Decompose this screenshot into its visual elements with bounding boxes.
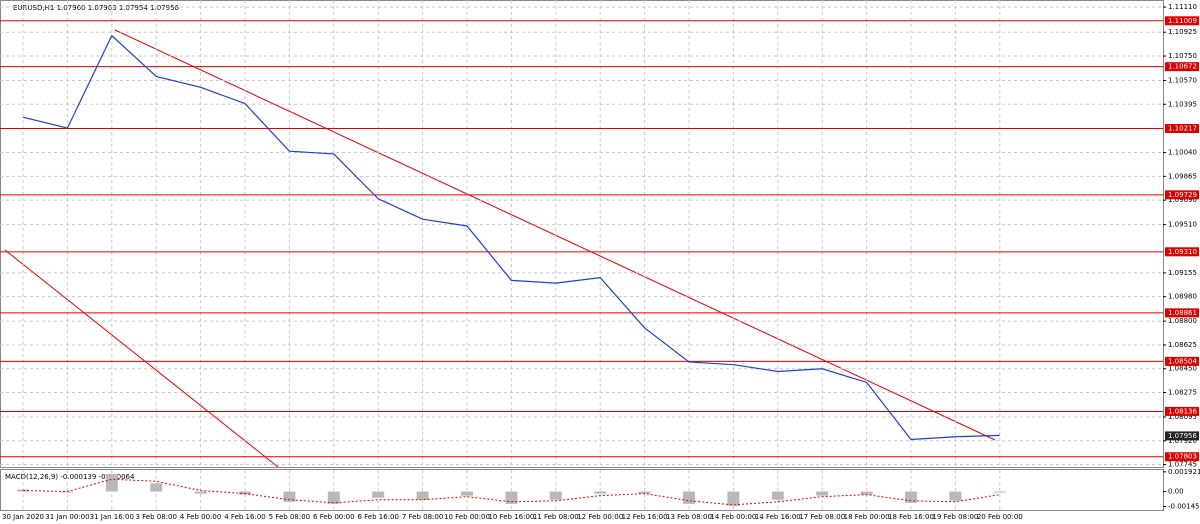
current-price-tag (1165, 431, 1199, 441)
level-label: 1.08504 (1168, 357, 1197, 365)
level-label: 1.09729 (1168, 191, 1197, 199)
macd-bar (549, 491, 562, 500)
level-label: 1.10672 (1168, 63, 1197, 71)
level-tag (1165, 247, 1199, 257)
x-tick-label: 10 Feb 16:00 (488, 513, 534, 521)
macd-bar (771, 491, 784, 500)
x-tick-label: 6 Feb 16:00 (357, 513, 398, 521)
level-tag (1165, 452, 1199, 462)
x-tick-label: 4 Feb 00:00 (180, 513, 221, 521)
chart-title: EURUSD,H1 1.07960 1.07963 1.07954 1.0795… (13, 4, 180, 12)
price-line (22, 34, 1000, 441)
y-tick-label: 1.09865 (1168, 172, 1197, 180)
macd-tick-label: 0.001921 (1168, 468, 1200, 476)
y-tick-label: 1.09510 (1168, 221, 1197, 229)
level-tag (1165, 406, 1199, 416)
y-tick-label: 1.11110 (1168, 3, 1197, 11)
x-tick-label: 4 Feb 16:00 (224, 513, 265, 521)
macd-bar (283, 491, 296, 502)
macd-bar (150, 483, 163, 492)
y-tick-label: 1.07745 (1168, 461, 1197, 469)
y-tick-label: 1.08980 (1168, 293, 1197, 301)
macd-bar (461, 491, 473, 496)
y-tick-label: 1.10040 (1168, 149, 1197, 157)
y-tick-label: 1.09155 (1168, 269, 1197, 277)
macd-tick-label: 0.00 (1168, 488, 1184, 496)
y-tick-label: 1.08450 (1168, 365, 1197, 373)
macd-bar (905, 491, 917, 503)
level-label: 1.08136 (1168, 407, 1197, 415)
y-tick-label: 1.07920 (1168, 437, 1197, 445)
macd-bar (505, 491, 518, 504)
macd-bar (194, 491, 207, 494)
level-tag (1165, 16, 1199, 26)
y-tick-label: 1.08095 (1168, 413, 1197, 421)
macd-bar (327, 491, 340, 504)
x-tick-label: 5 Feb 08:00 (269, 513, 310, 521)
macd-bar (683, 491, 695, 504)
x-tick-label: 31 Jan 16:00 (90, 513, 134, 521)
macd-bar (61, 491, 74, 493)
level-label: 1.10217 (1168, 124, 1197, 132)
macd-bar (727, 491, 740, 506)
macd-title: MACD(12,26,9) -0.000139 -0.000064 (5, 473, 135, 481)
x-tick-label: 13 Feb 08:00 (666, 513, 712, 521)
y-tick-label: 1.08275 (1168, 389, 1197, 397)
x-tick-label: 14 Feb 16:00 (755, 513, 801, 521)
macd-pane (0, 469, 1164, 511)
y-tick-label: 1.10750 (1168, 52, 1197, 60)
macd-bar (105, 474, 118, 492)
x-tick-label: 19 Feb 08:00 (932, 513, 978, 521)
x-tick-label: 10 Feb 00:00 (444, 513, 490, 521)
x-tick-label: 18 Feb 16:00 (888, 513, 934, 521)
y-tick-label: 1.10395 (1168, 100, 1197, 108)
level-label: 1.08861 (1168, 309, 1197, 317)
y-tick-label: 1.10925 (1168, 28, 1197, 36)
macd-signal (22, 478, 1000, 506)
macd-bar (239, 491, 251, 495)
price-pane (0, 0, 1164, 468)
x-tick-label: 18 Feb 00:00 (844, 513, 890, 521)
macd-tick-label: -0.001455 (1168, 502, 1200, 510)
current-price-label: 1.07956 (1168, 432, 1197, 440)
level-label: 1.11009 (1168, 17, 1197, 25)
level-tag (1165, 190, 1199, 200)
x-tick-label: 12 Feb 00:00 (577, 513, 623, 521)
macd-bar (638, 491, 651, 494)
level-tag (1165, 308, 1199, 318)
level-tag (1165, 62, 1199, 72)
x-tick-label: 11 Feb 08:00 (533, 513, 579, 521)
macd-bar (594, 491, 607, 494)
trend-line (4, 249, 279, 468)
level-label: 1.09310 (1168, 248, 1197, 256)
x-tick-label: 20 Feb 00:00 (977, 513, 1023, 521)
y-tick-label: 1.08800 (1168, 317, 1197, 325)
macd-bar (993, 491, 1006, 493)
macd-bar (372, 491, 385, 498)
macd-bar (949, 491, 962, 501)
x-tick-label: 3 Feb 08:00 (135, 513, 176, 521)
x-tick-label: 14 Feb 00:00 (710, 513, 756, 521)
x-tick-label: 7 Feb 08:00 (402, 513, 443, 521)
macd-bar (860, 491, 873, 495)
trend-line (114, 29, 996, 441)
macd-bar (416, 491, 429, 500)
x-tick-label: 17 Feb 08:00 (799, 513, 845, 521)
level-tag (1165, 123, 1199, 133)
x-tick-label: 31 Jan 00:00 (45, 513, 89, 521)
x-tick-label: 30 Jan 2020 (2, 513, 44, 521)
y-tick-label: 1.08625 (1168, 341, 1197, 349)
level-tag (1165, 356, 1199, 366)
x-tick-label: 6 Feb 00:00 (313, 513, 354, 521)
y-tick-label: 1.09690 (1168, 196, 1197, 204)
y-tick-label: 1.10570 (1168, 77, 1197, 85)
macd-bar (816, 491, 829, 496)
level-label: 1.07803 (1168, 453, 1197, 461)
x-tick-label: 12 Feb 16:00 (622, 513, 668, 521)
